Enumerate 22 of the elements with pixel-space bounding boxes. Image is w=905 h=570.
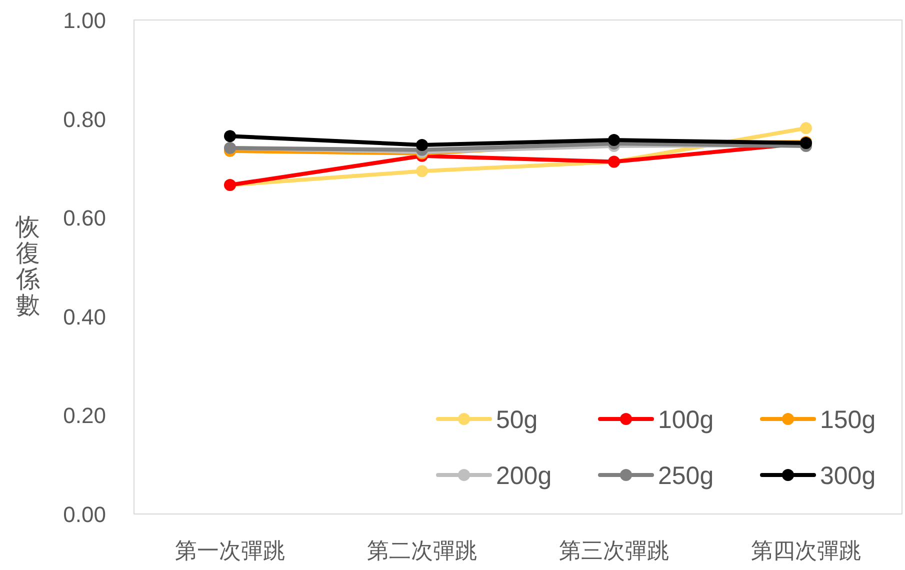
x-tick-label: 第四次彈跳 <box>751 538 861 563</box>
y-axis-title: 恢復係數 <box>15 214 40 319</box>
x-tick-label: 第一次彈跳 <box>175 538 285 563</box>
legend-label: 50g <box>496 406 538 434</box>
point <box>800 122 812 134</box>
y-tick-label: 0.80 <box>63 106 106 132</box>
y-tick-label: 0.20 <box>63 403 106 428</box>
legend-label: 250g <box>658 462 714 490</box>
y-tick-label: 0.00 <box>63 502 106 527</box>
legend-label: 100g <box>658 406 714 434</box>
point <box>416 138 428 151</box>
point <box>416 165 428 178</box>
y-tick-label: 0.40 <box>63 304 106 330</box>
legend-label: 150g <box>820 406 876 434</box>
point <box>608 134 620 146</box>
y-tick-label: 1.00 <box>63 8 106 33</box>
x-tick-label: 第二次彈跳 <box>367 538 477 563</box>
legend-label: 200g <box>496 462 552 490</box>
legend-label: 300g <box>820 462 876 490</box>
x-tick-label: 第三次彈跳 <box>559 538 669 563</box>
y-tick-label: 0.60 <box>63 206 106 231</box>
point <box>224 130 236 142</box>
